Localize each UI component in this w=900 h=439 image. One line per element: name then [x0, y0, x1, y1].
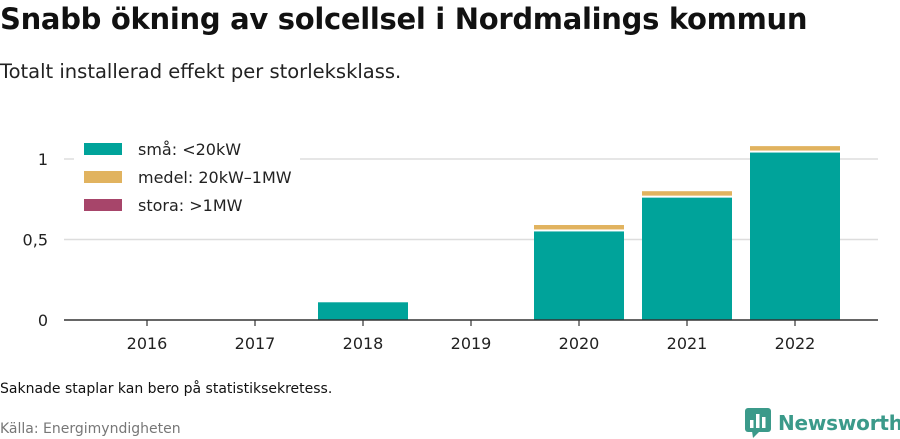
brand-name: Newsworthy [778, 411, 900, 435]
y-tick-label: 0 [38, 311, 48, 330]
bar-chart: 0 0,5 1 2016 2017 2018 2019 2020 2021 2022 [23, 146, 878, 353]
legend-swatch-large [84, 199, 122, 211]
legend-item-medium: medel: 20kW–1MW [84, 163, 292, 191]
y-tick-label: 0,5 [23, 231, 48, 250]
bar-2022-series-1 [750, 146, 840, 151]
bar-chart-speech-bubble-icon [745, 408, 771, 438]
x-tick-label: 2021 [667, 334, 708, 353]
x-tick-label: 2017 [235, 334, 276, 353]
brand-logo: Newsworthy [744, 407, 900, 439]
source-credit: Källa: Energimyndigheten [0, 421, 181, 437]
legend-item-large: stora: >1MW [84, 191, 292, 219]
footnote: Saknade staplar kan bero på statistiksek… [0, 381, 333, 397]
legend-swatch-small [84, 143, 122, 155]
legend: små: <20kW medel: 20kW–1MW stora: >1MW [74, 131, 300, 225]
legend-swatch-medium [84, 171, 122, 183]
legend-label-medium: medel: 20kW–1MW [138, 167, 292, 187]
chart-title: Snabb ökning av solcellsel i Nordmalings… [0, 2, 808, 36]
bar-2020-series-1 [534, 225, 624, 230]
x-tick-label: 2022 [775, 334, 816, 353]
y-tick-label: 1 [38, 150, 48, 169]
bar-2020-series-0 [534, 231, 624, 320]
chart-subtitle: Totalt installerad effekt per storlekskl… [0, 60, 402, 83]
x-tick-label: 2016 [127, 334, 168, 353]
legend-label-large: stora: >1MW [138, 195, 243, 215]
x-tick-label: 2019 [451, 334, 492, 353]
bar-2018-series-0 [318, 302, 408, 320]
x-tick-label: 2020 [559, 334, 600, 353]
x-tick-label: 2018 [343, 334, 384, 353]
legend-item-small: små: <20kW [84, 135, 292, 163]
bar-2021-series-1 [642, 191, 732, 196]
legend-label-small: små: <20kW [138, 139, 242, 159]
bar-2022-series-0 [750, 152, 840, 320]
bar-2021-series-0 [642, 197, 732, 320]
